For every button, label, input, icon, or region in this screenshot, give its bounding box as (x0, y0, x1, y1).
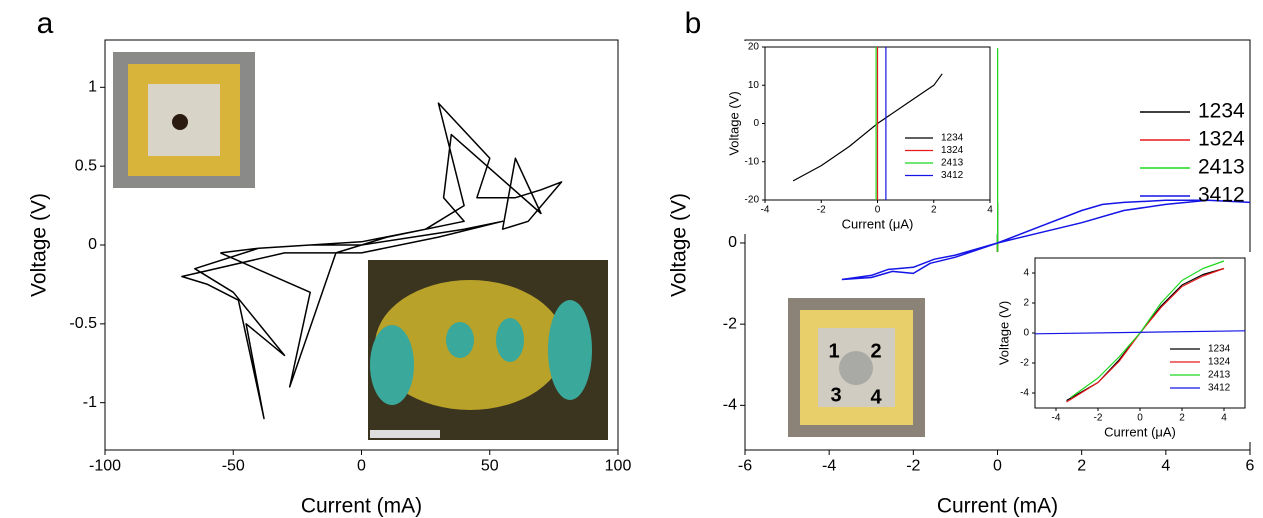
photo-chip-b (788, 298, 925, 437)
x-axis-label: Current (μA) (842, 216, 914, 231)
y-tick-label: -2 (723, 315, 737, 332)
data-line (1070, 260, 1225, 398)
x-tick-label: 100 (605, 457, 632, 474)
electrode-label: 3 (830, 384, 841, 406)
x-tick-label: 6 (1246, 457, 1255, 474)
data-line (841, 199, 1250, 281)
x-tick-label: 4 (1161, 457, 1170, 474)
x-tick-label: 50 (481, 457, 499, 474)
panel-label: a (37, 7, 54, 40)
y-tick-label: 0 (753, 118, 759, 129)
x-tick-label: 0 (875, 205, 881, 216)
y-tick-label: -4 (723, 397, 737, 414)
y-tick-label: -0.5 (69, 315, 97, 332)
x-tick-label: 4 (987, 205, 993, 216)
y-tick-label: -10 (745, 156, 760, 167)
electrode-label: 2 (870, 340, 881, 362)
x-tick-label: 4 (1221, 413, 1227, 424)
y-tick-label: -1 (83, 394, 97, 411)
y-axis-label: Voltage (V) (28, 193, 51, 297)
x-tick-label: 0 (1137, 413, 1143, 424)
y-tick-label: 10 (748, 80, 760, 91)
electrode-label: 4 (870, 386, 882, 408)
x-tick-label: -2 (906, 457, 920, 474)
x-tick-label: 2 (1179, 413, 1185, 424)
y-axis-label: Voltage (V) (726, 91, 741, 155)
x-tick-label: 0 (993, 457, 1002, 474)
x-tick-label: -4 (822, 457, 836, 474)
data-line (1035, 330, 1245, 335)
y-tick-label: 1 (88, 79, 97, 96)
x-tick-label: 0 (357, 457, 366, 474)
y-tick-label: 0 (728, 234, 737, 251)
y-tick-label: 4 (1023, 268, 1029, 279)
x-tick-label: -50 (222, 457, 245, 474)
legend-label: 3412 (941, 170, 964, 181)
y-tick-label: -2 (1020, 358, 1029, 369)
y-tick-label: 0 (1023, 328, 1029, 339)
legend-label: 2413 (1208, 370, 1231, 381)
y-tick-label: 2 (1023, 298, 1029, 309)
y-tick-label: -4 (1020, 388, 1029, 399)
legend-label: 1324 (1198, 128, 1245, 151)
y-tick-label: 20 (748, 42, 760, 53)
x-axis-label: Current (μA) (1104, 424, 1176, 439)
y-tick-label: 0 (88, 236, 97, 253)
inset-bg (720, 41, 997, 234)
legend-label: 1234 (1198, 100, 1245, 123)
x-axis-label: Current (mA) (937, 495, 1058, 518)
legend-label: 2413 (941, 158, 964, 169)
legend-label: 3412 (1208, 383, 1231, 394)
x-tick-label: -4 (761, 205, 770, 216)
photo-sem (368, 260, 608, 440)
x-tick-label: -2 (817, 205, 826, 216)
photo-chip-a (113, 52, 255, 188)
legend-label: 2413 (1198, 156, 1245, 179)
y-axis-label: Voltage (V) (668, 193, 691, 297)
x-tick-label: 2 (931, 205, 937, 216)
x-tick-label: -4 (1052, 413, 1061, 424)
legend-label: 1234 (1208, 344, 1231, 355)
legend-label: 1234 (941, 133, 964, 144)
legend-label: 1324 (1208, 357, 1231, 368)
x-tick-label: -2 (1094, 413, 1103, 424)
inset-bg (990, 252, 1252, 442)
x-axis-label: Current (mA) (301, 495, 422, 518)
y-tick-label: 0.5 (75, 157, 97, 174)
panel-label: b (685, 7, 702, 40)
legend-label: 3412 (1198, 184, 1245, 207)
y-axis-label: Voltage (V) (996, 301, 1011, 365)
x-tick-label: 2 (1077, 457, 1086, 474)
x-tick-label: -6 (738, 457, 752, 474)
electrode-label: 1 (828, 340, 839, 362)
x-tick-label: -100 (89, 457, 121, 474)
data-line (1066, 267, 1225, 403)
data-line (181, 102, 563, 420)
y-tick-label: -20 (745, 195, 760, 206)
legend-label: 1324 (941, 145, 964, 156)
